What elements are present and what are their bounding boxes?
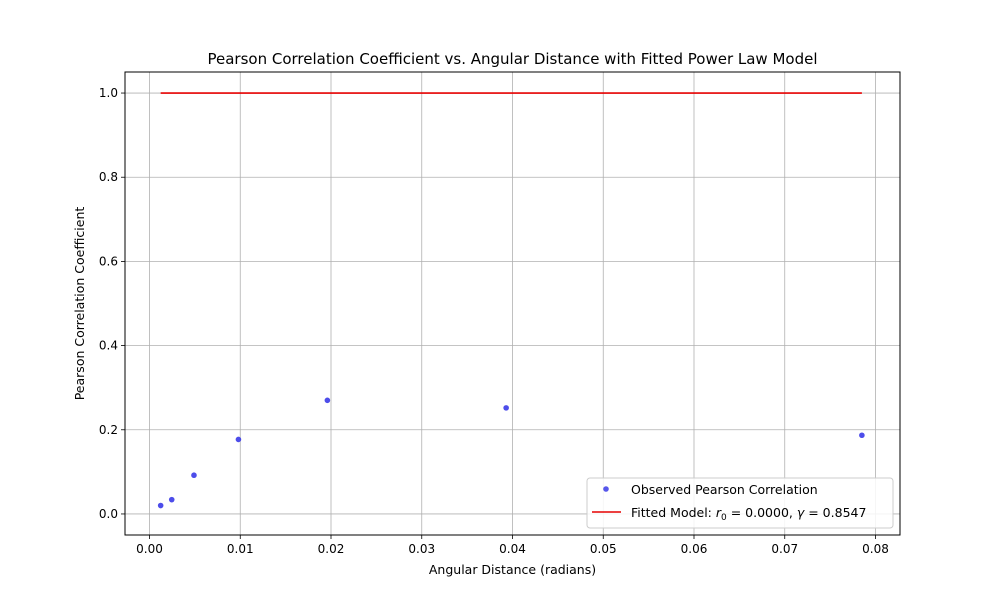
y-tick-label: 0.6 <box>99 254 118 268</box>
legend-r-symbol: r <box>716 505 722 520</box>
x-tick-label: 0.01 <box>227 542 254 556</box>
legend-line-label: Fitted Model: r0 = 0.0000, γ = 0.8547 <box>631 505 866 523</box>
chart-title: Pearson Correlation Coefficient vs. Angu… <box>207 50 817 68</box>
x-axis-label: Angular Distance (radians) <box>429 562 596 577</box>
observed-point <box>191 472 197 479</box>
observed-point <box>503 405 509 411</box>
y-axis-ticks: 0.0 0.2 0.4 0.6 0.8 1.0 <box>99 86 125 521</box>
x-tick-label: 0.03 <box>408 542 435 556</box>
legend-box <box>586 477 894 529</box>
y-tick-label: 1.0 <box>99 86 118 100</box>
legend: Observed Pearson Correlation Fitted Mode… <box>586 477 894 529</box>
y-tick-label: 0.2 <box>99 423 118 437</box>
observed-point <box>324 397 331 404</box>
legend-line-prefix: Fitted Model: <box>631 505 716 520</box>
x-axis-ticks: 0.00 0.01 0.02 0.03 0.04 0.05 0.06 0.07 0.08 <box>136 535 889 556</box>
y-axis-label: Pearson Correlation Coefficient <box>72 207 87 401</box>
legend-scatter-label: Observed Pearson Correlation <box>631 482 818 497</box>
x-tick-label: 0.00 <box>136 542 163 556</box>
y-tick-label: 0.8 <box>99 170 118 184</box>
legend-r-subscript: 0 <box>721 513 727 523</box>
y-tick-label: 0.0 <box>99 507 118 521</box>
x-tick-label: 0.02 <box>318 542 345 556</box>
observed-point <box>168 496 175 503</box>
points-layer <box>157 397 865 509</box>
legend-r-value: = 0.0000, <box>727 505 797 520</box>
x-tick-label: 0.08 <box>862 542 889 556</box>
observed-point <box>157 502 164 509</box>
y-tick-label: 0.4 <box>99 339 118 353</box>
legend-gamma-symbol: γ <box>797 505 805 520</box>
x-tick-label: 0.06 <box>681 542 708 556</box>
legend-gamma-value: = 0.8547 <box>804 505 866 520</box>
x-tick-label: 0.05 <box>590 542 617 556</box>
observed-point <box>859 432 865 439</box>
x-tick-label: 0.04 <box>499 542 526 556</box>
x-tick-label: 0.07 <box>771 542 798 556</box>
observed-point <box>235 436 242 443</box>
legend-scatter-marker <box>603 486 609 492</box>
